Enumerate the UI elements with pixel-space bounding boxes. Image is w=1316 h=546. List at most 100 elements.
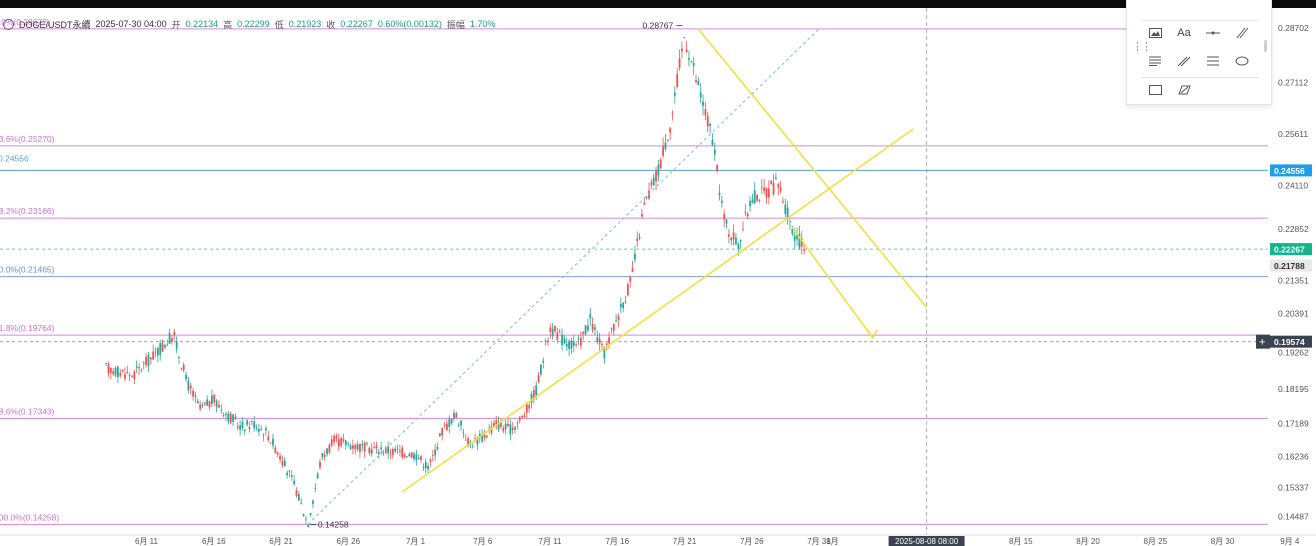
pitchfork-icon[interactable] bbox=[1199, 50, 1227, 72]
x-tick-label: 6月 26 bbox=[336, 537, 360, 546]
candle-body bbox=[290, 475, 293, 477]
candle-body bbox=[528, 405, 531, 409]
candle-body bbox=[128, 374, 131, 376]
candle-body bbox=[302, 513, 305, 516]
candle-body bbox=[744, 211, 747, 213]
candle-body bbox=[713, 149, 716, 155]
candle-body bbox=[415, 454, 418, 461]
candle-body bbox=[429, 459, 432, 462]
candle-body bbox=[438, 433, 441, 437]
channel-icon[interactable] bbox=[1170, 50, 1198, 72]
candle-body bbox=[413, 453, 415, 459]
candle-body bbox=[652, 177, 655, 186]
candle-body bbox=[154, 351, 157, 353]
candle-body bbox=[239, 425, 241, 430]
candle-body bbox=[417, 458, 420, 460]
candle-body bbox=[164, 344, 166, 348]
candle-body bbox=[474, 438, 476, 439]
candle-body bbox=[399, 450, 401, 452]
drag-handle-icon[interactable]: ⋮⋮ bbox=[1132, 41, 1152, 53]
candle-body bbox=[481, 435, 484, 442]
close-label: 收 bbox=[326, 19, 336, 30]
candle-body bbox=[786, 207, 789, 220]
candle-body bbox=[305, 518, 307, 520]
candle-body bbox=[178, 356, 180, 358]
candle-body bbox=[272, 438, 274, 446]
candle-body bbox=[478, 433, 481, 438]
x-tick-label: 8月 15 bbox=[1009, 537, 1033, 546]
candle-body bbox=[420, 456, 422, 461]
candle-body bbox=[406, 456, 408, 458]
candle-body bbox=[194, 395, 197, 397]
candle-body bbox=[460, 420, 462, 426]
ellipse-icon[interactable] bbox=[1228, 50, 1256, 72]
candle-body bbox=[671, 111, 674, 113]
candle-body bbox=[107, 363, 110, 374]
candle-body bbox=[166, 344, 169, 346]
candle-body bbox=[591, 324, 594, 331]
candle-body bbox=[314, 487, 317, 489]
candle-body bbox=[356, 444, 359, 450]
x-tick-label: 7月 26 bbox=[740, 537, 764, 546]
candle-body bbox=[605, 343, 608, 345]
candle-body bbox=[243, 429, 246, 431]
candle-body bbox=[619, 304, 622, 308]
y-tick-label: 0.20391 bbox=[1278, 309, 1309, 319]
candle-body bbox=[309, 513, 312, 515]
candle-body bbox=[723, 213, 726, 220]
candle-body bbox=[361, 443, 364, 446]
candle-body bbox=[547, 340, 549, 342]
candle-body bbox=[507, 423, 509, 427]
candle-body bbox=[199, 404, 202, 410]
high-label: 高 bbox=[223, 19, 233, 30]
parallel-lines-icon[interactable] bbox=[1228, 22, 1256, 44]
candle-body bbox=[391, 449, 394, 456]
candle-body bbox=[504, 423, 507, 430]
candle-body bbox=[655, 170, 657, 182]
candle-body bbox=[716, 164, 719, 172]
candle-body bbox=[218, 405, 220, 408]
candle-body bbox=[297, 494, 300, 501]
fib-level-label: 61.8%(0.19764) bbox=[0, 323, 55, 333]
horizontal-line-icon[interactable] bbox=[1199, 22, 1227, 44]
candle-body bbox=[319, 461, 321, 468]
candle-body bbox=[117, 366, 119, 378]
candle-body bbox=[514, 427, 516, 430]
rectangle-icon[interactable] bbox=[1141, 79, 1169, 101]
candle-body bbox=[500, 422, 502, 428]
high-value: 0.22299 bbox=[237, 19, 270, 29]
candle-body bbox=[175, 341, 178, 349]
candle-body bbox=[422, 466, 425, 468]
candle-body bbox=[770, 181, 773, 184]
visibility-icon[interactable] bbox=[3, 18, 14, 30]
candle-body bbox=[229, 413, 232, 423]
candle-body bbox=[676, 73, 679, 87]
symbol-label[interactable]: DOGE/USDT永續 bbox=[19, 19, 91, 30]
candle-body bbox=[791, 228, 794, 234]
image-icon[interactable] bbox=[1141, 22, 1169, 44]
candle-body bbox=[730, 237, 733, 241]
candle-body bbox=[789, 221, 791, 223]
candle-body bbox=[678, 58, 681, 68]
candle-body bbox=[516, 422, 519, 424]
polygon-icon[interactable] bbox=[1170, 79, 1198, 101]
candle-body bbox=[523, 415, 526, 418]
candle-body bbox=[718, 192, 721, 196]
candle-body bbox=[692, 62, 695, 66]
candle-body bbox=[131, 376, 133, 377]
x-tick-label: 7月 11 bbox=[539, 537, 563, 546]
note-icon[interactable] bbox=[1141, 50, 1169, 72]
x-tick-label: 8月 25 bbox=[1143, 537, 1167, 546]
toolbox-scrollbar[interactable] bbox=[1264, 40, 1267, 52]
x-tick-label: 9月 4 bbox=[1280, 537, 1300, 546]
candle-body bbox=[443, 424, 446, 426]
candle-body bbox=[772, 182, 775, 195]
text-tool-button[interactable]: Aa bbox=[1177, 27, 1191, 39]
candle-body bbox=[485, 435, 488, 438]
fib-level-label: 0.0%(0.28672) bbox=[0, 17, 50, 27]
candle-body bbox=[544, 341, 547, 343]
candle-body bbox=[187, 380, 190, 391]
candle-body bbox=[211, 395, 213, 404]
